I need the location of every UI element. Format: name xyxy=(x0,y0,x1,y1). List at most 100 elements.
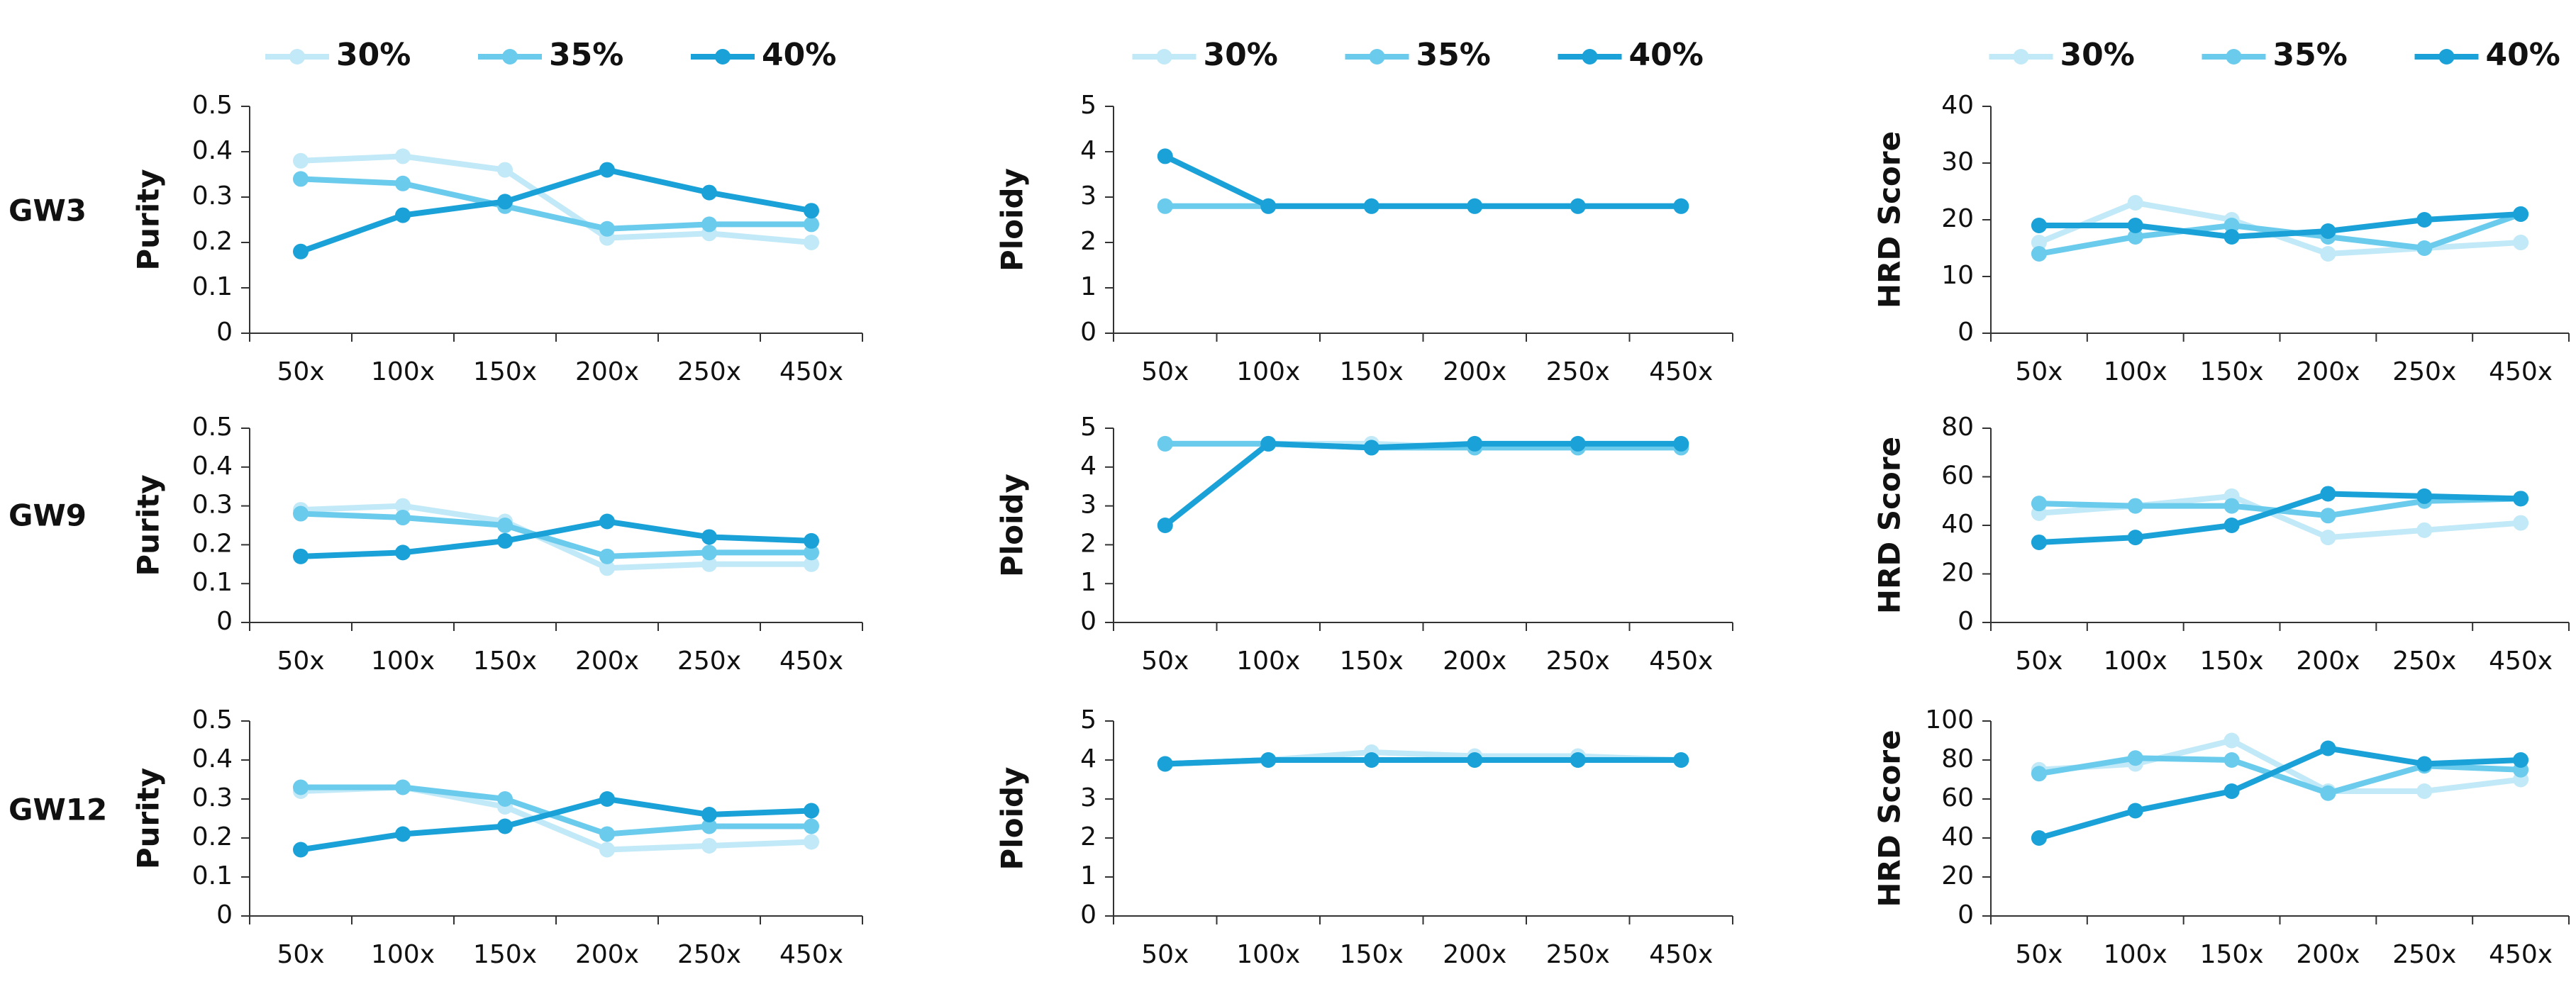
data-point xyxy=(2224,498,2240,514)
data-point xyxy=(701,807,717,822)
legend-label: 40% xyxy=(762,37,836,73)
y-tick-label: 3 xyxy=(1080,783,1097,812)
series-line xyxy=(2038,491,2521,545)
data-point xyxy=(701,544,717,561)
x-tick-label: 150x xyxy=(473,940,537,969)
x-tick-label: 50x xyxy=(2015,940,2063,969)
series-line xyxy=(1164,153,1682,209)
series-line xyxy=(299,167,812,255)
x-tick-label: 100x xyxy=(2104,357,2167,386)
data-point xyxy=(2416,488,2433,504)
y-tick-label: 0.1 xyxy=(192,272,233,301)
y-axis-label: Ploidy xyxy=(995,767,1030,871)
data-point xyxy=(1467,752,1483,768)
data-point xyxy=(599,513,615,530)
y-tick-label: 4 xyxy=(1080,452,1097,481)
series-line xyxy=(300,153,812,245)
data-point xyxy=(2127,195,2143,211)
x-tick-label: 100x xyxy=(1236,647,1300,676)
y-tick-label: 0.1 xyxy=(192,861,233,890)
data-point xyxy=(2320,246,2336,262)
series-line xyxy=(2038,737,2521,794)
x-tick-label: 100x xyxy=(2104,940,2167,969)
y-tick-label: 5 xyxy=(1080,413,1097,442)
data-point xyxy=(2320,530,2336,546)
x-tick-label: 450x xyxy=(1649,940,1713,969)
legend-label: 40% xyxy=(1629,37,1704,73)
data-point xyxy=(497,194,513,210)
x-tick-label: 450x xyxy=(779,357,843,386)
data-point xyxy=(395,207,411,223)
y-tick-label: 40 xyxy=(1941,822,1974,851)
y-tick-label: 20 xyxy=(1941,861,1974,890)
y-tick-label: 0.2 xyxy=(192,822,233,851)
x-tick-label: 150x xyxy=(1340,647,1404,676)
x-tick-label: 50x xyxy=(277,647,324,676)
y-tick-label: 0.5 xyxy=(192,91,233,120)
y-tick-label: 100 xyxy=(1925,705,1974,734)
legend-marker xyxy=(502,49,518,65)
x-tick-label: 450x xyxy=(2489,647,2553,676)
data-point xyxy=(2416,240,2433,256)
x-tick-label: 200x xyxy=(575,647,639,676)
series-line xyxy=(300,518,812,559)
data-point xyxy=(1467,435,1483,452)
y-tick-label: 0 xyxy=(216,607,233,636)
y-axis-label: Purity xyxy=(131,474,166,576)
data-point xyxy=(804,532,819,549)
y-tick-label: 20 xyxy=(1941,559,1974,588)
x-tick-label: 200x xyxy=(2296,647,2360,676)
y-tick-label: 60 xyxy=(1941,462,1974,491)
y-tick-label: 0.2 xyxy=(192,227,233,256)
y-tick-label: 0.3 xyxy=(192,181,233,211)
y-tick-label: 1 xyxy=(1080,568,1097,597)
data-point xyxy=(2224,229,2240,245)
data-point xyxy=(1673,198,1689,214)
data-point xyxy=(599,162,615,178)
series-line xyxy=(300,176,811,232)
data-point xyxy=(1570,752,1586,768)
data-point xyxy=(2031,496,2047,512)
data-point xyxy=(2416,522,2433,538)
row-label: GW9 xyxy=(9,498,87,533)
data-point xyxy=(293,152,309,169)
data-point xyxy=(1363,440,1379,456)
y-axis-label: HRD Score xyxy=(1872,730,1907,907)
x-tick-label: 200x xyxy=(1443,357,1506,386)
x-tick-label: 250x xyxy=(2392,940,2456,969)
y-tick-label: 3 xyxy=(1080,491,1097,520)
y-tick-label: 0.4 xyxy=(192,452,233,481)
data-point xyxy=(599,548,615,564)
data-point xyxy=(599,220,615,237)
x-tick-label: 250x xyxy=(1546,940,1610,969)
y-tick-label: 0 xyxy=(1080,607,1097,636)
data-point xyxy=(2127,750,2143,766)
data-point xyxy=(293,548,309,564)
x-tick-label: 450x xyxy=(779,940,843,969)
data-point xyxy=(701,818,717,834)
data-point xyxy=(2416,756,2433,772)
data-point xyxy=(395,498,411,514)
data-point xyxy=(701,838,717,854)
x-tick-label: 250x xyxy=(677,357,741,386)
y-tick-label: 4 xyxy=(1080,744,1097,773)
x-tick-label: 50x xyxy=(1141,647,1189,676)
data-point xyxy=(701,529,717,545)
data-point xyxy=(2513,515,2529,531)
legend-label: 30% xyxy=(2060,37,2135,73)
x-tick-label: 250x xyxy=(1546,647,1610,676)
y-tick-label: 20 xyxy=(1941,204,1974,233)
x-tick-label: 50x xyxy=(1141,940,1189,969)
x-tick-label: 200x xyxy=(575,357,639,386)
series-line xyxy=(1165,757,1682,767)
data-point xyxy=(1673,435,1689,452)
x-tick-label: 250x xyxy=(2392,357,2456,386)
data-point xyxy=(1157,435,1173,452)
data-point xyxy=(2031,830,2047,846)
y-tick-label: 0.3 xyxy=(192,491,233,520)
data-point xyxy=(293,171,309,187)
data-point xyxy=(2320,740,2336,756)
row-label: GW12 xyxy=(9,793,107,827)
data-point xyxy=(804,544,819,561)
